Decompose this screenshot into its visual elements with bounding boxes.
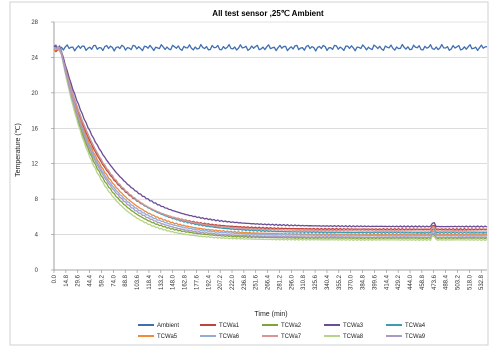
x-tick-label-36: 532.8 [479, 274, 485, 290]
x-tick-label-6: 88.8 [123, 274, 129, 286]
x-tick-label-20: 296.0 [289, 274, 295, 290]
legend-label-tcwa7: TCWa7 [281, 334, 302, 340]
legend-label-tcwa5: TCWa5 [157, 334, 178, 340]
x-tick-label-12: 177.6 [194, 274, 200, 290]
series-line-ambient [53, 43, 488, 52]
x-tick-label-0: 0.0 [52, 274, 58, 283]
series-line-tcwa6 [53, 46, 488, 237]
x-tick-label-9: 133.2 [159, 274, 165, 290]
x-tick-label-4: 59.2 [99, 274, 105, 286]
series-line-tcwa1 [53, 48, 488, 231]
y-tick-label-6: 24 [31, 55, 38, 61]
x-tick-label-10: 148.0 [171, 274, 177, 290]
x-tick-label-24: 355.2 [337, 274, 343, 290]
legend-label-tcwa2: TCWa2 [281, 323, 302, 329]
x-tick-label-35: 518.0 [467, 274, 473, 290]
x-tick-label-8: 118.4 [147, 274, 153, 289]
x-tick-label-31: 458.8 [420, 274, 426, 290]
chart-title: All test sensor ,25℃ Ambient [212, 9, 324, 18]
x-tick-label-25: 370.0 [349, 274, 355, 290]
legend-label-tcwa4: TCWa4 [405, 323, 426, 329]
y-tick-label-5: 20 [31, 91, 38, 97]
x-tick-label-29: 429.2 [396, 274, 402, 290]
legend-label-tcwa1: TCWa1 [219, 323, 240, 329]
x-tick-label-17: 251.6 [254, 274, 260, 290]
y-tick-label-7: 28 [31, 20, 38, 26]
x-tick-label-11: 162.8 [183, 274, 189, 290]
chart-frame [9, 1, 489, 346]
y-tick-label-2: 8 [35, 197, 39, 203]
x-tick-label-5: 74.0 [111, 274, 117, 286]
x-tick-label-30: 444.0 [408, 274, 414, 290]
x-tick-label-33: 488.4 [444, 274, 450, 290]
x-tick-label-3: 44.4 [88, 274, 94, 286]
y-tick-label-1: 4 [35, 233, 39, 239]
x-tick-label-16: 236.8 [242, 274, 248, 290]
x-tick-label-23: 340.4 [325, 274, 331, 290]
series-line-tcwa7 [53, 47, 488, 233]
series-line-tcwa9 [54, 46, 488, 239]
x-axis-label: Time (min) [254, 311, 287, 318]
x-tick-label-21: 310.8 [301, 274, 307, 290]
legend-label-tcwa8: TCWa8 [343, 334, 364, 340]
y-tick-label-4: 16 [31, 126, 38, 132]
series-lines [53, 43, 488, 242]
y-tick-label-3: 12 [31, 162, 38, 168]
legend-label-ambient: Ambient [157, 323, 179, 329]
legend-label-tcwa6: TCWa6 [219, 334, 240, 340]
y-axis-label: Temperature (℃) [15, 123, 22, 177]
x-tick-label-22: 325.6 [313, 274, 319, 290]
x-tick-label-7: 103.6 [135, 274, 141, 290]
legend-label-tcwa9: TCWa9 [405, 334, 426, 340]
gridlines [54, 21, 487, 235]
y-tick-label-0: 0 [35, 268, 39, 274]
x-tick-label-28: 414.4 [384, 274, 390, 290]
y-ticks: 0 4 8 12 16 20 24 28 [31, 20, 54, 274]
axes [53, 22, 487, 271]
x-ticks: 0.0 14.8 29.6 44.4 59.2 74.0 88.8 103.6 118.4 133… [52, 270, 485, 290]
series-line-tcwa3 [53, 45, 488, 228]
x-tick-label-32: 473.6 [432, 274, 438, 290]
x-tick-label-34: 503.2 [455, 274, 461, 290]
x-tick-label-18: 266.4 [266, 274, 272, 290]
x-tick-label-13: 192.4 [206, 274, 212, 290]
x-tick-label-15: 222.0 [230, 274, 236, 290]
x-tick-label-27: 399.6 [372, 274, 378, 290]
x-tick-label-26: 384.8 [361, 274, 367, 290]
series-line-tcwa8 [53, 46, 488, 242]
legend: Ambient TCWa1 TCWa2 TCWa3 TCWa4 TCWa5 TCWa6 TCW… [138, 323, 426, 340]
x-tick-label-1: 14.8 [64, 274, 70, 286]
x-tick-label-2: 29.6 [76, 274, 82, 286]
x-tick-label-14: 207.2 [218, 274, 224, 290]
legend-label-tcwa3: TCWa3 [343, 323, 364, 329]
x-tick-label-19: 281.2 [277, 274, 283, 290]
